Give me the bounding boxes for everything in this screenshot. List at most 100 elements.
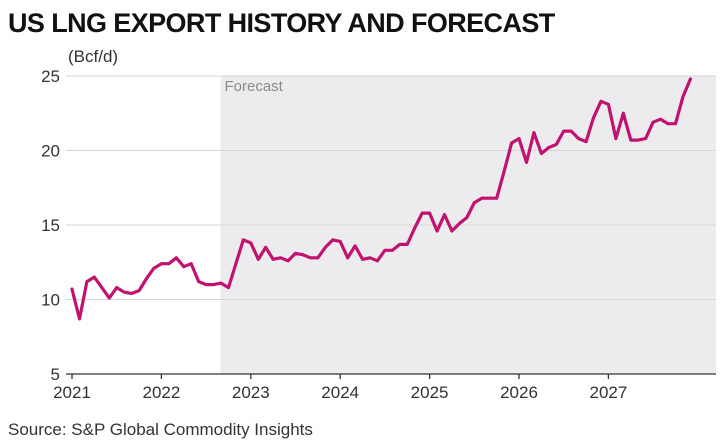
data-point <box>599 99 603 103</box>
data-point <box>234 262 238 266</box>
data-point <box>219 281 223 285</box>
data-point <box>85 280 89 283</box>
data-point <box>167 262 171 266</box>
data-point <box>338 240 342 243</box>
x-tick-label: 2024 <box>321 383 359 402</box>
data-point <box>562 129 566 133</box>
data-point <box>450 229 454 233</box>
data-point <box>376 259 379 263</box>
data-point <box>659 117 662 121</box>
series-line <box>70 77 692 321</box>
data-point <box>227 286 230 289</box>
data-point <box>458 222 461 225</box>
data-point <box>256 257 260 261</box>
data-point <box>249 241 253 245</box>
data-point <box>621 111 625 115</box>
data-point <box>614 137 618 141</box>
data-points <box>70 77 692 321</box>
data-point <box>428 211 431 215</box>
data-point <box>383 248 387 252</box>
data-point <box>145 277 148 280</box>
data-point <box>130 292 134 295</box>
data-point <box>666 122 670 126</box>
data-point <box>689 77 692 81</box>
data-point <box>592 116 595 120</box>
data-point <box>577 137 580 141</box>
source-note: Source: S&P Global Commodity Insights <box>8 420 313 439</box>
data-point <box>502 170 506 173</box>
y-axis-unit: (Bcf/d) <box>68 47 118 66</box>
data-point <box>517 137 521 141</box>
data-point <box>331 238 335 242</box>
data-point <box>204 283 208 286</box>
data-point <box>681 95 685 99</box>
data-point <box>465 216 469 219</box>
data-point <box>398 243 402 246</box>
data-point <box>137 289 141 292</box>
data-point <box>160 262 163 266</box>
y-tick-label: 25 <box>41 67 60 86</box>
x-tick-label: 2022 <box>142 383 180 402</box>
data-point <box>346 256 350 260</box>
data-point <box>569 129 573 133</box>
x-tick-label: 2027 <box>589 383 627 402</box>
data-point <box>212 283 216 286</box>
data-point <box>107 296 111 300</box>
data-point <box>472 201 476 205</box>
data-point <box>554 143 558 146</box>
data-point <box>309 256 312 260</box>
y-tick-label: 15 <box>41 216 60 235</box>
data-point <box>525 161 528 164</box>
data-point <box>651 120 655 124</box>
forecast-label: Forecast <box>225 78 284 95</box>
data-point <box>532 131 536 135</box>
data-point <box>241 238 245 242</box>
data-point <box>264 246 268 249</box>
data-point <box>510 141 513 145</box>
data-point <box>316 256 320 260</box>
data-point <box>70 287 74 291</box>
data-point <box>115 286 119 289</box>
chart-title: US LNG EXPORT HISTORY AND FORECAST <box>8 8 555 38</box>
data-point <box>495 196 499 200</box>
data-point <box>279 256 282 260</box>
data-point <box>197 280 201 283</box>
data-point <box>405 243 409 246</box>
y-tick-label: 5 <box>51 365 60 384</box>
data-point <box>636 138 640 142</box>
y-tick-label: 20 <box>41 142 60 161</box>
data-point <box>78 317 81 321</box>
data-point <box>487 196 491 200</box>
data-point <box>391 248 394 252</box>
data-point <box>540 152 543 155</box>
data-point <box>323 246 327 249</box>
data-point <box>100 286 104 289</box>
data-point <box>92 275 96 279</box>
x-tick-label: 2026 <box>500 383 538 402</box>
data-point <box>443 213 446 217</box>
data-point <box>182 265 186 269</box>
data-point <box>607 102 610 106</box>
x-tick-label: 2023 <box>232 383 270 402</box>
data-point <box>435 229 439 233</box>
data-point <box>152 266 156 270</box>
data-point <box>286 259 290 263</box>
data-point <box>584 140 588 144</box>
data-point <box>361 257 364 261</box>
data-point <box>480 196 484 200</box>
data-point <box>547 146 551 149</box>
x-axis-ticks: 2021 2022 2023 2024 2025 2026 2027 <box>53 374 627 402</box>
data-point <box>368 256 372 260</box>
data-point <box>174 256 178 260</box>
data-point <box>301 253 305 257</box>
data-point <box>353 244 357 248</box>
x-tick-label: 2025 <box>411 383 449 402</box>
data-point <box>420 211 424 215</box>
data-point <box>629 138 633 142</box>
data-point <box>122 290 126 294</box>
x-tick-label: 2021 <box>53 383 91 402</box>
y-tick-label: 10 <box>41 291 60 310</box>
data-point <box>189 262 193 266</box>
data-point <box>271 257 275 261</box>
